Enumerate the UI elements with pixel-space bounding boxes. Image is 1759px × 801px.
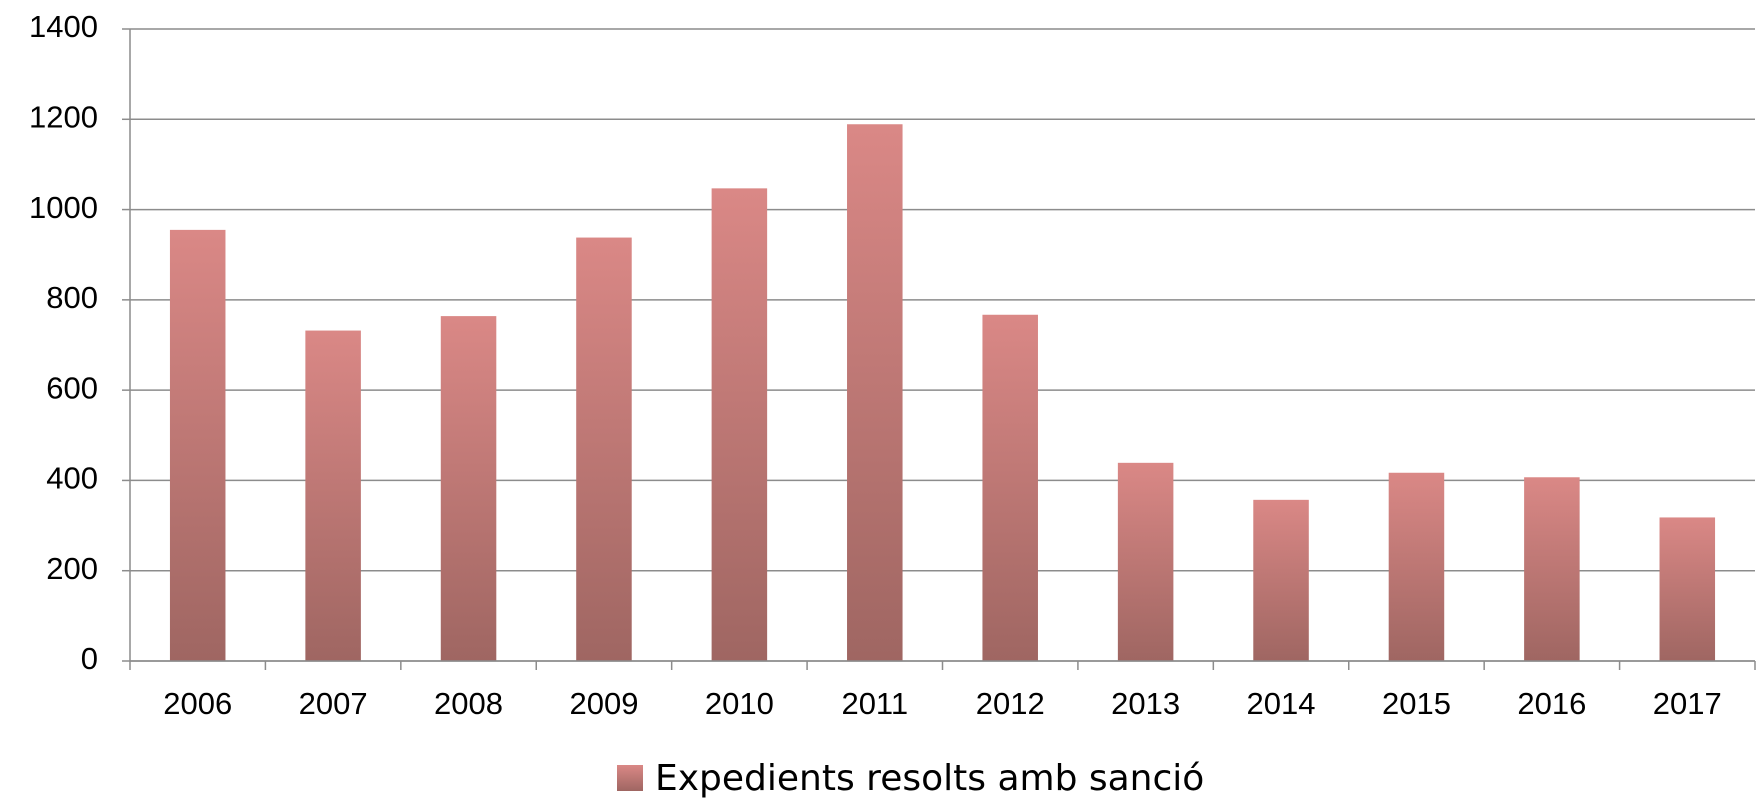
- bar: [576, 237, 632, 661]
- x-tick-label: 2016: [1517, 686, 1586, 721]
- x-tick-label: 2011: [841, 686, 908, 721]
- y-tick-label: 1000: [29, 190, 98, 225]
- x-tick-label: 2015: [1382, 686, 1451, 721]
- bar: [1117, 462, 1174, 661]
- y-tick-label: 1200: [29, 99, 98, 134]
- bar: [711, 188, 768, 661]
- y-tick-label: 600: [46, 370, 98, 405]
- bar: [305, 330, 361, 661]
- x-tick-label: 2008: [434, 686, 503, 721]
- x-tick-label: 2014: [1247, 686, 1316, 721]
- x-tick-label: 2010: [705, 686, 774, 721]
- bar: [1388, 472, 1445, 661]
- legend-swatch: [617, 765, 643, 791]
- bar: [1524, 477, 1580, 661]
- x-tick-label: 2012: [976, 686, 1045, 721]
- x-tick-label: 2009: [569, 686, 638, 721]
- x-tick-label: 2006: [163, 686, 232, 721]
- bar: [982, 314, 1038, 661]
- x-tick-label: 2013: [1111, 686, 1180, 721]
- bar: [847, 124, 903, 662]
- y-tick-label: 400: [46, 461, 98, 496]
- bar: [1659, 517, 1716, 661]
- y-tick-label: 200: [46, 551, 98, 586]
- y-tick-label: 800: [46, 280, 98, 315]
- legend-label: Expedients resolts amb sanció: [655, 758, 1204, 799]
- bar: [169, 229, 226, 661]
- bar: [1253, 499, 1309, 661]
- x-tick-label: 2017: [1653, 686, 1722, 721]
- bar: [440, 316, 497, 661]
- y-tick-label: 1400: [29, 9, 98, 44]
- y-tick-label: 0: [81, 641, 98, 676]
- x-tick-label: 2007: [299, 686, 368, 721]
